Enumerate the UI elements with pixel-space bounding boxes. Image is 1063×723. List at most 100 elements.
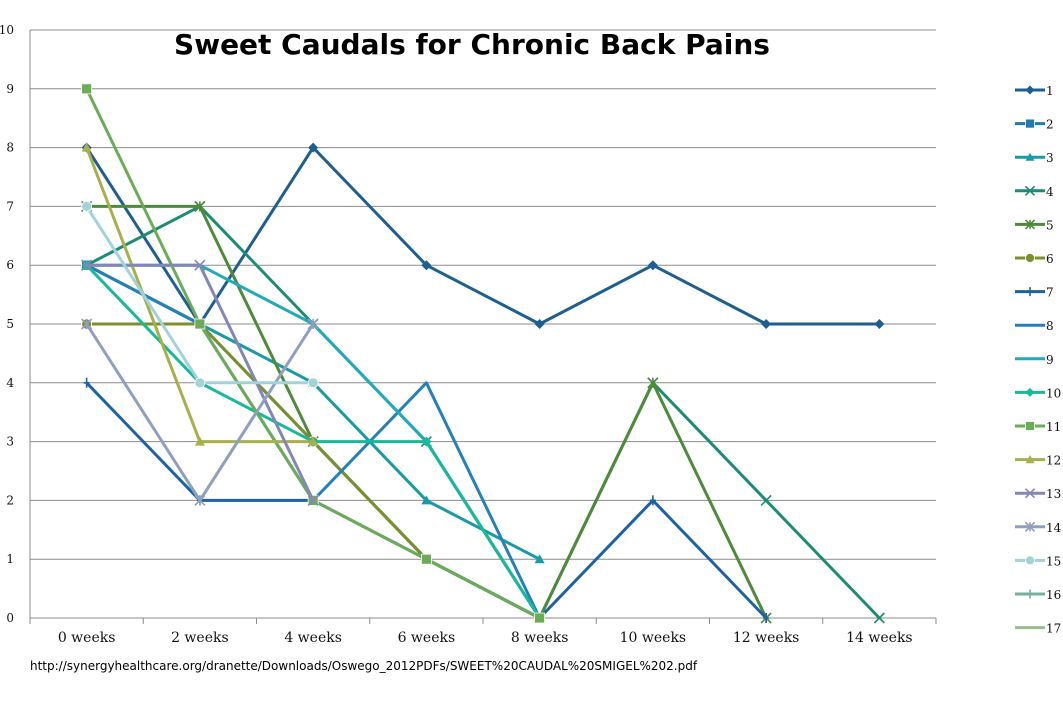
data-point bbox=[81, 259, 93, 271]
data-point bbox=[194, 377, 206, 389]
legend-label: 14 bbox=[1046, 521, 1062, 535]
data-point bbox=[194, 200, 206, 212]
data-point bbox=[1025, 387, 1035, 397]
data-point bbox=[1025, 555, 1035, 566]
y-tick-label: 9 bbox=[6, 82, 14, 96]
y-tick-label: 6 bbox=[6, 258, 14, 272]
legend-item: 4 bbox=[1015, 185, 1054, 199]
data-point bbox=[83, 377, 90, 388]
y-tick-label: 3 bbox=[6, 435, 14, 449]
data-point bbox=[1024, 219, 1036, 230]
data-point bbox=[873, 612, 885, 624]
legend-label: 7 bbox=[1046, 286, 1054, 300]
data-point bbox=[1025, 455, 1035, 464]
data-point bbox=[421, 436, 432, 447]
legend-label: 10 bbox=[1046, 386, 1061, 400]
legend-item: 14 bbox=[1015, 521, 1062, 535]
x-tick-label: 6 weeks bbox=[398, 630, 456, 646]
legend-item: 17 bbox=[1015, 622, 1061, 636]
data-point bbox=[1027, 589, 1033, 599]
data-point bbox=[760, 494, 772, 506]
legend-label: 1 bbox=[1046, 84, 1054, 98]
x-tick-label: 8 weeks bbox=[511, 630, 569, 646]
legend-label: 17 bbox=[1046, 622, 1061, 636]
legend-label: 4 bbox=[1046, 185, 1054, 199]
x-tick-label: 0 weeks bbox=[58, 630, 116, 646]
data-point bbox=[421, 495, 432, 505]
series-12 bbox=[81, 142, 319, 446]
data-point bbox=[1025, 118, 1035, 129]
data-point bbox=[81, 142, 92, 152]
legend-item: 5 bbox=[1015, 218, 1054, 232]
data-point bbox=[1024, 521, 1036, 532]
data-point bbox=[649, 495, 656, 506]
data-point bbox=[534, 319, 545, 329]
data-point bbox=[1024, 185, 1036, 196]
data-point bbox=[647, 260, 658, 271]
data-point bbox=[534, 554, 545, 564]
legend-label: 13 bbox=[1046, 487, 1061, 501]
legend-item: 16 bbox=[1015, 588, 1061, 602]
x-tick-label: 12 weeks bbox=[733, 630, 800, 646]
data-point bbox=[761, 319, 772, 329]
data-point bbox=[534, 612, 546, 624]
legend-item: 12 bbox=[1015, 454, 1061, 468]
data-point bbox=[1025, 85, 1035, 95]
legend-item: 11 bbox=[1015, 420, 1061, 434]
y-tick-label: 2 bbox=[6, 493, 14, 507]
y-tick-label: 7 bbox=[6, 199, 14, 213]
data-point bbox=[421, 260, 432, 271]
x-tick-label: 2 weeks bbox=[171, 630, 229, 646]
data-point bbox=[874, 319, 885, 329]
legend-label: 8 bbox=[1046, 319, 1054, 333]
y-tick-label: 4 bbox=[6, 376, 14, 390]
data-point bbox=[1027, 287, 1033, 297]
data-point bbox=[307, 377, 319, 389]
data-point bbox=[194, 259, 206, 271]
x-tick-label: 10 weeks bbox=[620, 630, 687, 646]
data-point bbox=[194, 436, 205, 446]
axes: 0 1 2 3 4 5 6 7 8 9 10 0 weeks 2 weeks 4 weeks 6 weeks… bbox=[0, 23, 937, 646]
legend-item: 8 bbox=[1015, 319, 1054, 333]
legend-item: 13 bbox=[1015, 487, 1061, 501]
legend-item: 10 bbox=[1015, 386, 1061, 400]
x-tick-label: 14 weeks bbox=[846, 630, 913, 646]
legend-label: 15 bbox=[1046, 554, 1061, 568]
data-point bbox=[194, 494, 206, 506]
legend-label: 11 bbox=[1046, 420, 1061, 434]
data-point bbox=[81, 83, 93, 95]
y-tick-label: 1 bbox=[6, 552, 14, 566]
source-url: http://synergyhealthcare.org/dranette/Do… bbox=[30, 659, 698, 673]
y-tick-label: 10 bbox=[0, 23, 14, 37]
legend-label: 3 bbox=[1046, 151, 1054, 165]
legend-item: 3 bbox=[1015, 151, 1054, 165]
legend-item: 15 bbox=[1015, 554, 1061, 568]
legend-label: 12 bbox=[1046, 454, 1061, 468]
data-point bbox=[194, 318, 206, 330]
legend-item: 2 bbox=[1015, 118, 1054, 132]
data-point bbox=[307, 494, 319, 506]
series-line-1 bbox=[85, 146, 880, 326]
data-point bbox=[81, 318, 93, 330]
legend-item: 6 bbox=[1015, 252, 1054, 266]
data-point bbox=[763, 613, 770, 623]
data-point bbox=[81, 200, 93, 212]
legend-label: 6 bbox=[1046, 252, 1054, 266]
legend-label: 9 bbox=[1046, 353, 1054, 367]
legend-label: 5 bbox=[1046, 218, 1054, 232]
chart-title: Sweet Caudals for Chronic Back Pains bbox=[174, 28, 770, 61]
y-tick-label: 5 bbox=[6, 317, 14, 331]
data-point bbox=[1025, 152, 1035, 161]
data-point bbox=[647, 377, 659, 389]
data-point bbox=[307, 318, 319, 330]
x-tick-label: 4 weeks bbox=[284, 630, 342, 646]
legend-label: 16 bbox=[1046, 588, 1061, 602]
series-layer bbox=[81, 83, 885, 624]
legend-item: 7 bbox=[1015, 286, 1054, 300]
data-point bbox=[308, 436, 319, 446]
y-tick-label: 8 bbox=[6, 141, 14, 155]
data-point bbox=[1025, 421, 1035, 431]
data-point bbox=[1025, 253, 1035, 263]
